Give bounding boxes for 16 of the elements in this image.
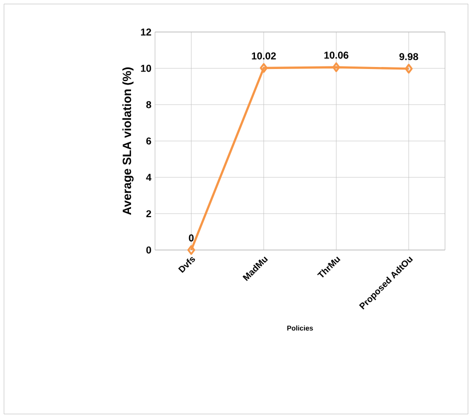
- y-tick-label: 10: [141, 64, 152, 72]
- point: [187, 245, 196, 255]
- y-tick-label: 6: [146, 137, 152, 145]
- data-label: 10.06: [324, 52, 348, 59]
- data-label: 0: [188, 234, 194, 242]
- data-label: 9.98: [399, 53, 418, 60]
- y-tick-label: 4: [146, 174, 152, 181]
- point: [404, 64, 413, 74]
- data-label: 10.02: [252, 52, 276, 60]
- y-tick-label: 12: [141, 28, 152, 36]
- point: [332, 62, 340, 72]
- y-tick-label: 0: [146, 246, 152, 254]
- y-tick-label: 2: [146, 210, 152, 218]
- y-axis-title: Average SLA violation (%): [122, 67, 134, 215]
- point: [260, 63, 268, 73]
- y-tick-label: 8: [146, 101, 152, 108]
